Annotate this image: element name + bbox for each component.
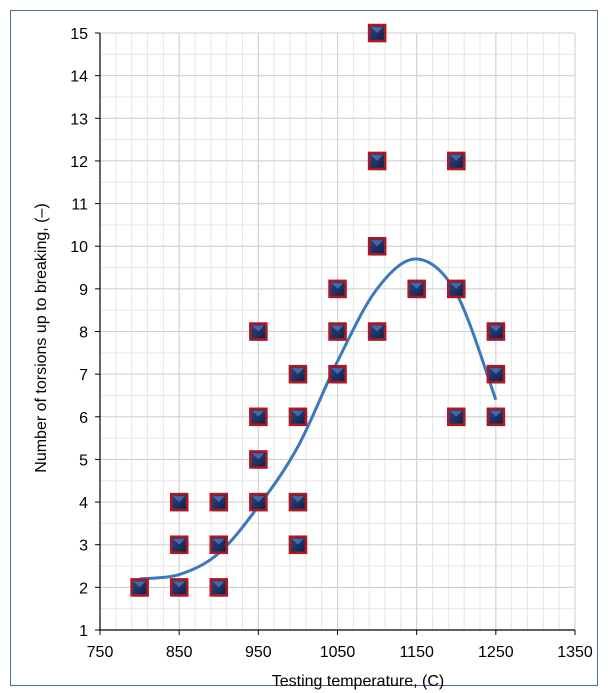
data-point (486, 407, 506, 427)
x-tick-label: 1250 (478, 644, 514, 661)
data-point (367, 236, 387, 256)
y-tick-label: 3 (79, 538, 88, 555)
y-tick-label: 11 (71, 197, 88, 214)
data-point (169, 492, 189, 512)
data-point (209, 535, 229, 555)
data-point (130, 578, 150, 597)
x-tick-label: 850 (166, 644, 193, 661)
y-tick-label: 5 (79, 452, 88, 469)
data-point (169, 535, 189, 555)
data-point (249, 407, 268, 427)
y-tick-label: 12 (70, 154, 88, 171)
data-point (447, 151, 466, 171)
data-point (367, 322, 387, 341)
data-point (328, 364, 347, 384)
data-point (328, 322, 347, 341)
data-point (209, 578, 229, 597)
data-point (367, 151, 387, 171)
data-point (447, 279, 466, 299)
chart-frame (10, 10, 598, 686)
y-tick-label: 15 (70, 26, 88, 43)
data-point (249, 322, 268, 341)
data-point (486, 364, 506, 384)
x-tick-label: 750 (87, 644, 114, 661)
data-point (447, 407, 466, 427)
data-point (209, 492, 229, 512)
x-tick-label: 950 (245, 644, 272, 661)
y-tick-label: 1 (79, 623, 88, 640)
data-point (288, 492, 308, 512)
y-tick-label: 13 (70, 111, 88, 128)
data-point (288, 407, 308, 427)
trendline-curve (139, 257, 498, 581)
y-tick-label: 6 (79, 410, 88, 427)
data-point (249, 492, 268, 512)
data-point (288, 535, 308, 555)
y-tick-label: 4 (79, 495, 88, 512)
y-tick-label: 2 (79, 580, 88, 597)
x-tick-label: 1150 (399, 644, 434, 661)
data-point (367, 23, 387, 43)
x-tick-label: 1350 (557, 644, 593, 661)
x-axis-label: Testing temperature, (C) (272, 673, 445, 690)
x-tick-label: 1050 (320, 644, 356, 661)
y-tick-label: 7 (79, 367, 88, 384)
y-tick-label: 9 (79, 282, 88, 299)
y-tick-label: 8 (79, 325, 88, 342)
data-point (169, 578, 189, 597)
y-axis-label: Number of torsions up to breaking, (–) (33, 203, 50, 472)
data-point (249, 450, 268, 469)
y-tick-label: 10 (70, 239, 88, 256)
data-point (328, 279, 347, 299)
data-point (288, 364, 308, 384)
data-point (486, 322, 506, 341)
data-point (407, 279, 427, 299)
y-tick-label: 14 (70, 69, 88, 86)
